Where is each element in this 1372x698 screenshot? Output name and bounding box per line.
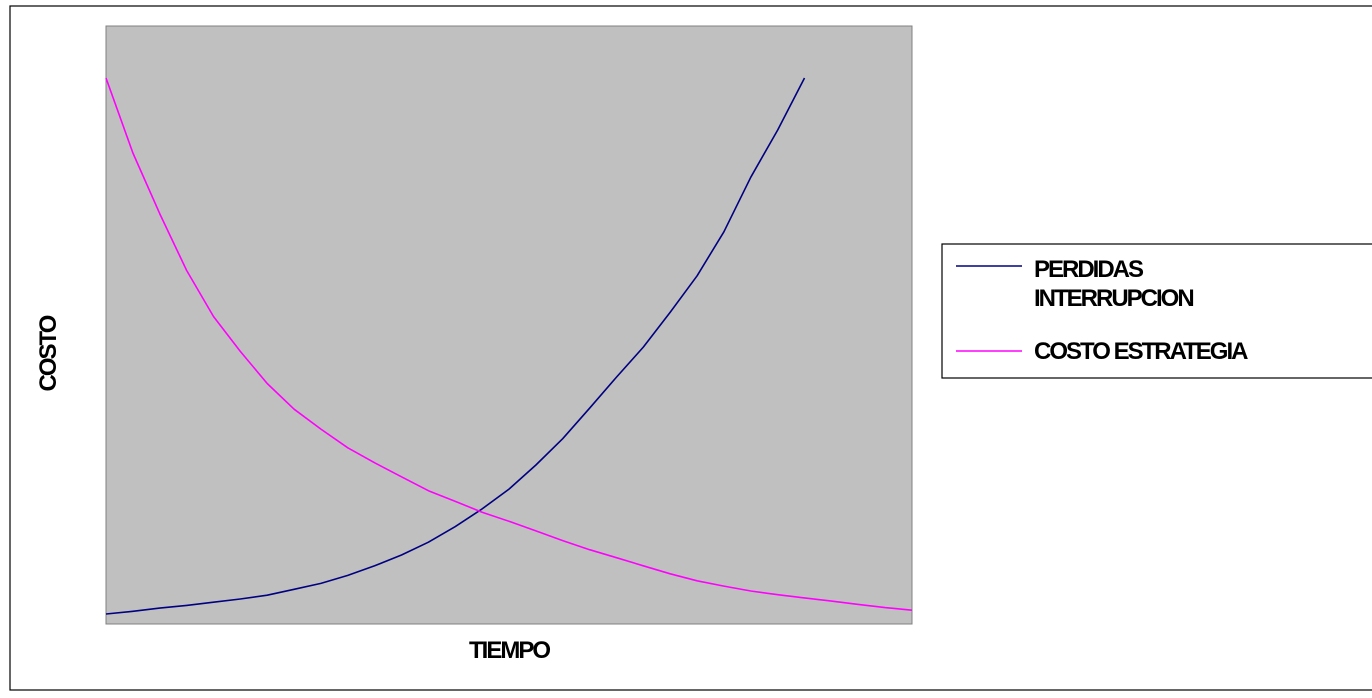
series-line-costo-estrategia [105, 77, 913, 611]
legend-label-costo-estrategia: COSTO ESTRATEGIA [1034, 338, 1248, 365]
legend: PERDIDAS INTERRUPCION COSTO ESTRATEGIA [941, 243, 1372, 379]
plot-area [105, 25, 913, 625]
series-layer [105, 77, 913, 615]
x-axis-label: TIEMPO [469, 637, 550, 664]
legend-label-perdidas: PERDIDAS INTERRUPCION [1034, 256, 1193, 312]
y-axis-label: COSTO [35, 315, 62, 391]
series-line-perdidas-interrupcion [105, 77, 806, 615]
